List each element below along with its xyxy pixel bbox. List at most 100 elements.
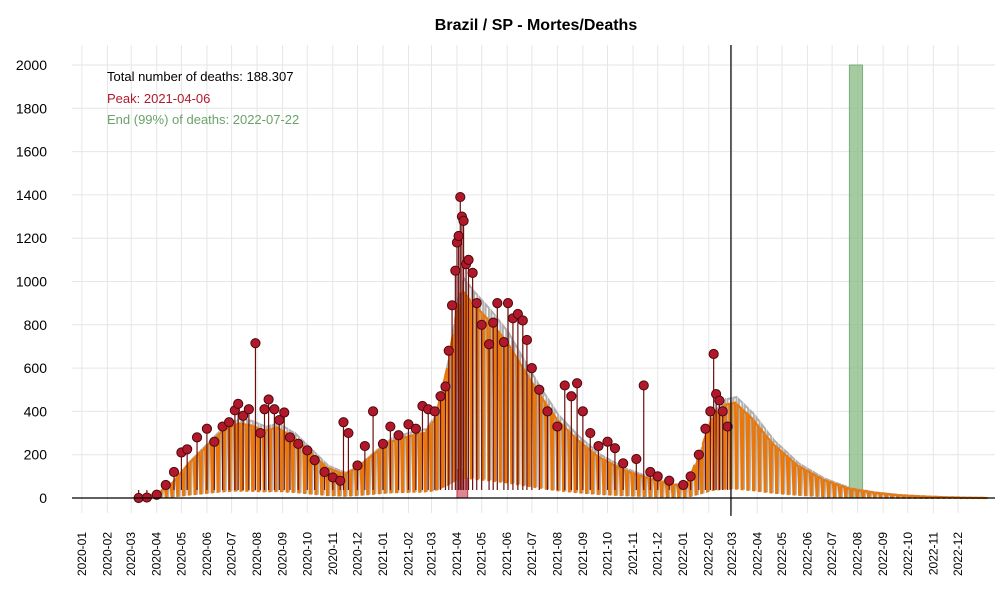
x-tick-label: 2021-03 [424, 532, 438, 576]
observed-point [410, 423, 421, 434]
x-tick-label: 2020-04 [150, 532, 164, 576]
observed-point [652, 471, 663, 482]
observed-point [201, 423, 213, 434]
observed-point [309, 455, 320, 466]
observed-point [458, 215, 469, 226]
observed-point [714, 395, 725, 406]
x-tick-label: 2022-06 [800, 532, 814, 576]
x-tick-label: 2022-07 [825, 532, 839, 576]
observed-point [534, 384, 545, 395]
x-tick-label: 2020-07 [225, 532, 239, 576]
observed-point [403, 419, 414, 430]
observed-point [708, 348, 719, 360]
observed-point [359, 440, 370, 452]
x-tick-label: 2021-12 [651, 532, 665, 576]
x-tick-label: 2020-10 [300, 532, 314, 576]
observed-point [367, 406, 379, 417]
observed-point [502, 298, 514, 309]
observed-point [463, 254, 474, 265]
annotation-end: End (99%) of deaths: 2022-07-22 [107, 112, 299, 127]
observed-point [498, 337, 509, 348]
observed-point [284, 432, 296, 443]
x-tick-label: 2022-04 [750, 532, 764, 576]
x-tick-label: 2020-12 [350, 532, 364, 576]
y-tick-label: 0 [39, 490, 47, 506]
x-tick-label: 2021-01 [376, 532, 390, 576]
observed-point [450, 265, 461, 276]
observed-point [678, 479, 689, 491]
x-tick-label: 2021-04 [450, 532, 464, 576]
observed-point [722, 421, 733, 432]
observed-point [209, 436, 220, 447]
observed-point [521, 334, 533, 346]
observed-point [717, 406, 728, 417]
observed-point [585, 427, 596, 439]
x-tick-label: 2021-07 [525, 532, 539, 576]
observed-point [182, 444, 193, 455]
observed-point [526, 363, 537, 374]
observed-point [488, 317, 499, 328]
x-tick-label: 2020-03 [124, 532, 138, 576]
observed-point [343, 427, 354, 439]
observed-point [335, 475, 346, 486]
observed-point [393, 430, 404, 441]
observed-point [168, 466, 180, 478]
x-tick-label: 2020-05 [174, 532, 188, 576]
observed-point [638, 380, 649, 391]
x-tick-label: 2022-08 [851, 532, 865, 576]
observed-point [476, 319, 487, 330]
x-tick-label: 2021-09 [576, 532, 590, 576]
observed-point [609, 443, 621, 454]
x-tick-label: 2022-09 [876, 532, 890, 576]
observed-series [133, 191, 733, 504]
observed-point [224, 417, 235, 428]
annotation-total: Total number of deaths: 188.307 [107, 69, 293, 84]
observed-point [319, 466, 330, 478]
y-tick-label: 400 [24, 403, 48, 419]
annotation-peak: Peak: 2021-04-06 [107, 91, 210, 106]
observed-point [559, 380, 570, 391]
end-band [848, 64, 864, 499]
y-tick-label: 200 [24, 447, 48, 463]
x-tick-label: 2020-06 [200, 532, 214, 576]
observed-point [631, 453, 642, 465]
observed-point [467, 267, 478, 278]
x-tick-label: 2022-03 [725, 532, 739, 576]
x-tick-label: 2022-10 [901, 532, 915, 576]
x-tick-label: 2021-08 [550, 532, 564, 576]
observed-point [492, 298, 503, 309]
observed-point [542, 406, 553, 417]
observed-point [255, 427, 266, 439]
observed-point [233, 398, 244, 409]
x-tick-label: 2022-01 [676, 532, 690, 576]
x-tick-label: 2021-05 [475, 532, 489, 576]
observed-point [645, 466, 656, 478]
observed-point [483, 339, 495, 350]
x-tick-label: 2020-11 [326, 532, 340, 575]
observed-point [274, 414, 285, 426]
observed-point [685, 471, 696, 482]
y-tick-label: 1000 [16, 274, 47, 290]
axes: 0 200 400 600 800 1000 1200 1400 1600 1800 2000 202… [16, 45, 995, 576]
observed-point [443, 345, 454, 356]
y-tick-label: 600 [24, 360, 48, 376]
observed-point [377, 438, 389, 449]
x-tick-label: 2022-11 [926, 532, 940, 575]
x-tick-label: 2022-02 [702, 532, 716, 576]
observed-point [293, 438, 304, 449]
x-tick-label: 2022-05 [775, 532, 789, 576]
observed-point [453, 230, 464, 242]
observed-point [279, 407, 290, 418]
x-tick-label: 2020-01 [75, 532, 89, 576]
y-tick-label: 1400 [16, 187, 47, 203]
observed-point [238, 410, 249, 421]
observed-point [302, 445, 313, 456]
observed-point [618, 458, 629, 469]
y-tick-label: 1200 [16, 230, 47, 246]
observed-point [602, 436, 613, 447]
observed-point [352, 460, 363, 471]
y-tick-label: 1800 [16, 100, 47, 116]
x-tick-label: 2020-09 [276, 532, 290, 576]
